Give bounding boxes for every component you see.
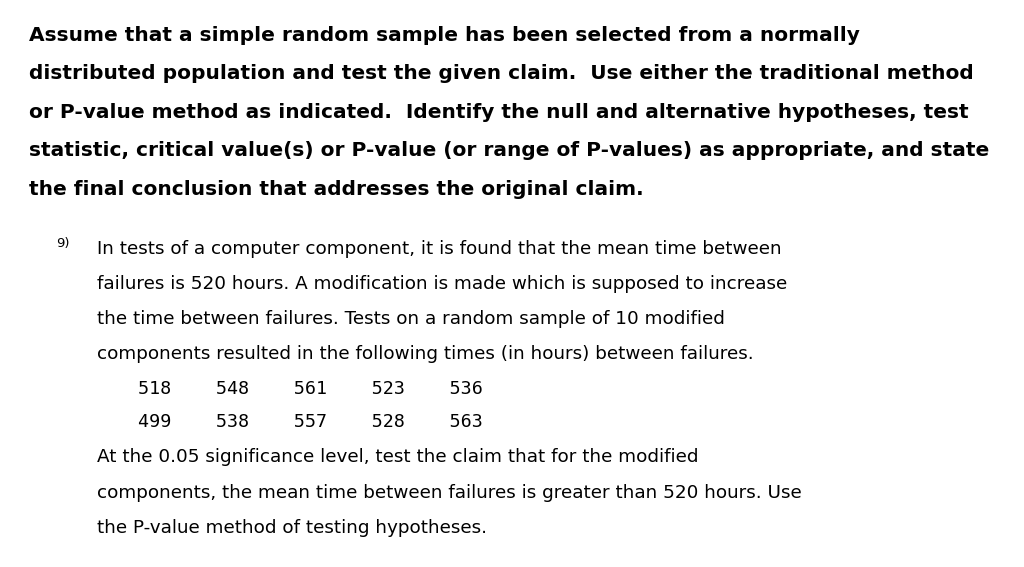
Text: components, the mean time between failures is greater than 520 hours. Use: components, the mean time between failur…	[97, 484, 802, 502]
Text: In tests of a computer component, it is found that the mean time between: In tests of a computer component, it is …	[97, 240, 782, 258]
Text: statistic, critical value(s) or P-value (or range of P-values) as appropriate, a: statistic, critical value(s) or P-value …	[29, 141, 989, 160]
Text: the time between failures. Tests on a random sample of 10 modified: the time between failures. Tests on a ra…	[97, 310, 725, 328]
Text: the final conclusion that addresses the original claim.: the final conclusion that addresses the …	[29, 180, 643, 199]
Text: 499    538    557    528    563: 499 538 557 528 563	[138, 413, 483, 431]
Text: 518    548    561    523    536: 518 548 561 523 536	[138, 380, 483, 399]
Text: At the 0.05 significance level, test the claim that for the modified: At the 0.05 significance level, test the…	[97, 448, 698, 467]
Text: Assume that a simple random sample has been selected from a normally: Assume that a simple random sample has b…	[29, 26, 859, 45]
Text: the P-value method of testing hypotheses.: the P-value method of testing hypotheses…	[97, 519, 487, 537]
Text: distributed population and test the given claim.  Use either the traditional met: distributed population and test the give…	[29, 64, 974, 83]
Text: components resulted in the following times (in hours) between failures.: components resulted in the following tim…	[97, 345, 754, 363]
Text: or P-value method as indicated.  Identify the null and alternative hypotheses, t: or P-value method as indicated. Identify…	[29, 103, 969, 122]
Text: 9): 9)	[56, 237, 70, 250]
Text: failures is 520 hours. A modification is made which is supposed to increase: failures is 520 hours. A modification is…	[97, 275, 787, 293]
